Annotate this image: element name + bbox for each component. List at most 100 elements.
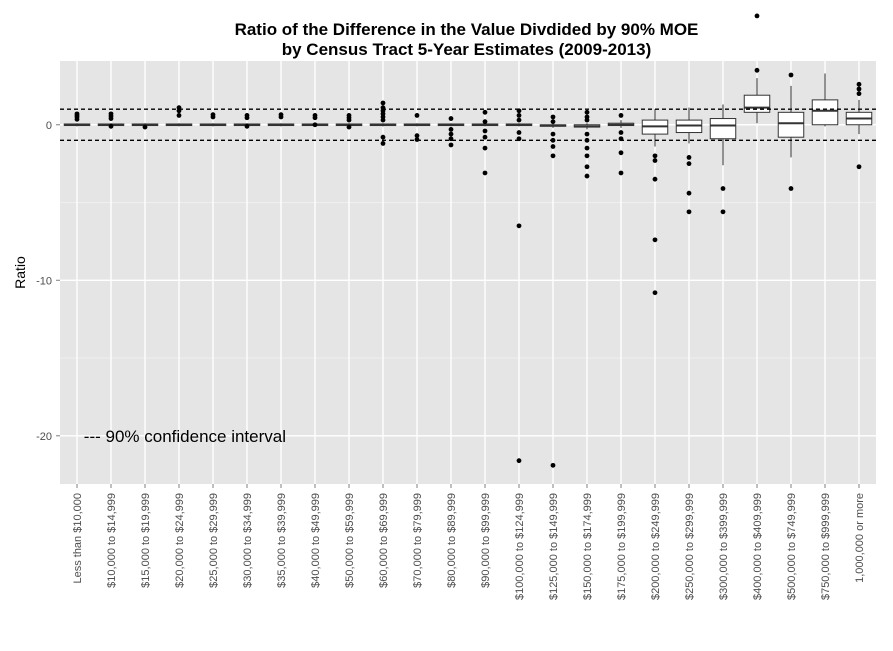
x-tick-label: $15,000 to $19,999 bbox=[140, 493, 152, 588]
box-outlier-point bbox=[312, 113, 318, 118]
box-outlier-point bbox=[312, 122, 318, 128]
box-outlier-point bbox=[108, 123, 114, 129]
chart-title-line-1: Ratio of the Difference in the Value Div… bbox=[234, 20, 699, 39]
box-outlier-point bbox=[550, 462, 556, 468]
x-tick-label: $150,000 to $174,999 bbox=[582, 493, 594, 600]
box-outlier-point bbox=[686, 209, 692, 215]
box-outlier-point bbox=[482, 134, 488, 140]
box-outlier-point bbox=[482, 128, 488, 134]
box-outlier-point bbox=[584, 117, 590, 123]
box-outlier-point bbox=[380, 100, 386, 106]
box-outlier-point bbox=[176, 113, 182, 118]
box-outlier-point bbox=[550, 114, 556, 120]
x-tick-label: $60,000 to $69,999 bbox=[378, 493, 390, 588]
box-outlier-point bbox=[720, 186, 726, 191]
box-body bbox=[709, 118, 737, 140]
box-16 bbox=[573, 109, 601, 179]
x-tick-label: $300,000 to $399,999 bbox=[718, 493, 730, 600]
x-tick-label: $100,000 to $124,999 bbox=[514, 493, 526, 600]
box-10 bbox=[369, 100, 397, 146]
box-outlier-point bbox=[584, 109, 590, 115]
box-outlier-point bbox=[618, 150, 624, 156]
box-outlier-point bbox=[448, 116, 454, 121]
box-22 bbox=[777, 72, 805, 191]
box-body bbox=[777, 111, 805, 138]
box-23 bbox=[811, 73, 839, 127]
box-20 bbox=[709, 104, 737, 215]
x-tick-label: $400,000 to $409,999 bbox=[752, 493, 764, 600]
box-24 bbox=[845, 81, 873, 170]
box-outlier-point bbox=[414, 113, 420, 118]
x-tick-label: $10,000 to $14,999 bbox=[106, 493, 118, 588]
box-4 bbox=[165, 105, 193, 127]
x-tick-label: $40,000 to $49,999 bbox=[310, 493, 322, 588]
box-outlier-point bbox=[584, 164, 590, 170]
x-tick-label: $70,000 to $79,999 bbox=[412, 493, 424, 588]
x-tick-label: $175,000 to $199,999 bbox=[616, 493, 628, 600]
box-outlier-point bbox=[482, 109, 488, 115]
box-7 bbox=[267, 112, 295, 127]
box-outlier-point bbox=[856, 91, 862, 97]
box-18 bbox=[641, 109, 669, 296]
x-tick-label: Less than $10,000 bbox=[72, 493, 84, 584]
box-outlier-point bbox=[720, 209, 726, 215]
box-outlier-point bbox=[754, 67, 760, 73]
x-tick-label: $90,000 to $99,999 bbox=[480, 493, 492, 588]
box-outlier-point bbox=[448, 131, 454, 137]
chart-title: Ratio of the Difference in the Value Div… bbox=[60, 20, 873, 60]
box-outlier-point bbox=[210, 112, 216, 118]
box-outlier-point bbox=[686, 155, 692, 160]
box-outlier-point bbox=[788, 72, 794, 78]
box-outlier-point bbox=[346, 124, 352, 130]
box-outlier-point bbox=[482, 119, 488, 125]
chart-title-line-2: by Census Tract 5-Year Estimates (2009-2… bbox=[281, 40, 652, 59]
box-outlier-point bbox=[618, 113, 624, 118]
box-outlier-point bbox=[414, 137, 420, 142]
x-tick-label: $80,000 to $89,999 bbox=[446, 493, 458, 588]
box-outlier-point bbox=[652, 158, 658, 163]
box-outlier-point bbox=[74, 111, 80, 117]
box-8 bbox=[301, 113, 329, 128]
box-6 bbox=[233, 113, 261, 129]
box-outlier-point bbox=[108, 111, 114, 117]
box-outlier-point bbox=[652, 176, 658, 182]
y-tick-label: -10 bbox=[36, 275, 52, 287]
box-outlier-point bbox=[584, 145, 590, 151]
x-tick-label: $200,000 to $249,999 bbox=[650, 493, 662, 600]
box-21 bbox=[743, 13, 771, 124]
y-tick-label: -20 bbox=[36, 431, 52, 443]
box-outlier-point bbox=[550, 131, 556, 137]
x-tick-label: $125,000 to $149,999 bbox=[548, 493, 560, 600]
box-9 bbox=[335, 113, 363, 130]
box-outlier-point bbox=[856, 86, 862, 92]
box-outlier-point bbox=[584, 131, 590, 137]
box-11 bbox=[403, 113, 431, 142]
box-outlier-point bbox=[618, 170, 624, 176]
box-body bbox=[811, 99, 839, 126]
box-outlier-point bbox=[278, 112, 284, 118]
box-1 bbox=[63, 111, 91, 127]
box-3 bbox=[131, 123, 159, 130]
box-outlier-point bbox=[482, 145, 488, 151]
box-19 bbox=[675, 107, 703, 215]
box-2 bbox=[97, 111, 125, 129]
box-outlier-point bbox=[414, 133, 420, 139]
box-13 bbox=[471, 109, 499, 176]
box-12 bbox=[437, 116, 465, 148]
box-outlier-point bbox=[686, 190, 692, 196]
annotation-text: --- 90% confidence interval bbox=[84, 427, 286, 446]
box-17 bbox=[607, 113, 635, 176]
box-14 bbox=[505, 108, 533, 464]
x-tick-label: 1,000,000 or more bbox=[854, 493, 866, 583]
x-tick-label: $25,000 to $29,999 bbox=[208, 493, 220, 588]
box-outlier-point bbox=[550, 144, 556, 149]
box-outlier-point bbox=[516, 130, 522, 135]
box-outlier-point bbox=[142, 124, 148, 130]
box-outlier-point bbox=[550, 153, 556, 159]
box-outlier-point bbox=[584, 173, 590, 179]
x-tick-label: $35,000 to $39,999 bbox=[276, 493, 288, 588]
box-outlier-point bbox=[754, 13, 760, 19]
box-outlier-point bbox=[584, 153, 590, 159]
box-outlier-point bbox=[516, 458, 522, 464]
